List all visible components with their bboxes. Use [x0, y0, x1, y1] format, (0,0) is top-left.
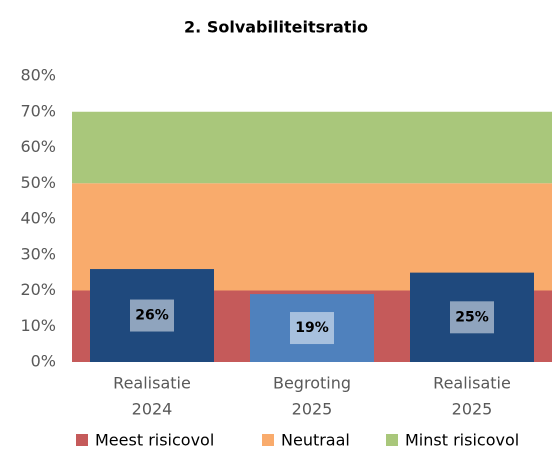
x-tick-label: 2025: [452, 400, 493, 419]
legend-swatch: [386, 434, 398, 446]
y-tick-label: 30%: [20, 244, 56, 263]
legend-label: Meest risicovol: [95, 431, 214, 450]
x-tick-label: Realisatie: [113, 374, 191, 393]
value-label-box: [450, 301, 494, 334]
value-label: 26%: [135, 308, 169, 324]
value-label-box: [130, 299, 174, 332]
legend-label: Minst risicovol: [405, 431, 519, 450]
y-tick-label: 40%: [20, 209, 56, 228]
value-label: 25%: [455, 309, 489, 325]
legend-label: Neutraal: [281, 431, 350, 450]
y-tick-label: 80%: [20, 66, 56, 85]
legend-swatch: [262, 434, 274, 446]
y-tick-label: 70%: [20, 101, 56, 120]
x-tick-label: Realisatie: [433, 374, 511, 393]
value-label: 19%: [295, 320, 329, 336]
y-tick-label: 50%: [20, 173, 56, 192]
risk-band: [72, 111, 552, 184]
y-tick-label: 60%: [20, 137, 56, 156]
x-tick-label: 2024: [132, 400, 173, 419]
legend-swatch: [76, 434, 88, 446]
chart-title: 2. Solvabiliteitsratio: [184, 18, 368, 37]
x-tick-label: 2025: [292, 400, 333, 419]
x-tick-label: Begroting: [273, 374, 351, 393]
y-tick-label: 20%: [20, 280, 56, 299]
y-tick-label: 0%: [31, 352, 56, 371]
value-label-box: [290, 312, 334, 345]
y-tick-label: 10%: [20, 316, 56, 335]
